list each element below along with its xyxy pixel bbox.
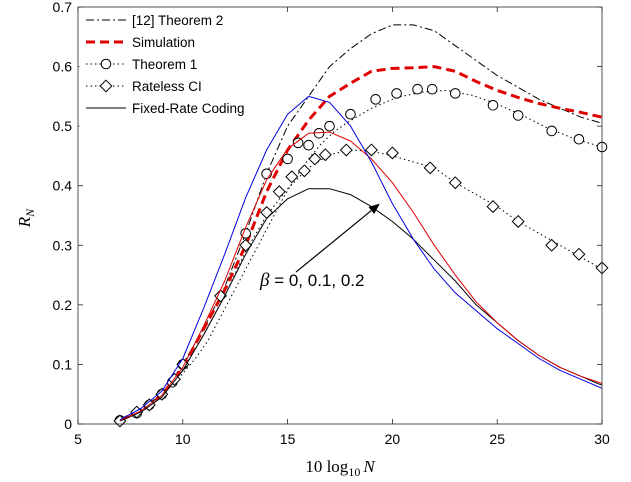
- legend-item: Rateless CI: [86, 79, 202, 94]
- legend-item: Theorem 1: [86, 57, 197, 72]
- diamond-marker: [339, 143, 353, 157]
- x-tick-label: 20: [385, 431, 401, 447]
- legend-item: [12] Theorem 2: [86, 13, 223, 28]
- x-tick-label: 30: [594, 431, 610, 447]
- circle-marker: [512, 110, 524, 121]
- diamond-marker: [308, 152, 322, 166]
- y-tick-label: 0.5: [53, 118, 73, 134]
- y-tick-labels: 0 0.1 0.2 0.3 0.4 0.5 0.6 0.7: [53, 0, 73, 432]
- circle-marker: [345, 108, 356, 120]
- x-tick-label: 25: [489, 431, 505, 447]
- diamond-marker: [318, 148, 332, 162]
- x-axis-title: 10 log10 N: [305, 457, 376, 479]
- circle-marker: [261, 168, 272, 180]
- plot-frame: [77, 6, 603, 425]
- circle-marker: [573, 133, 585, 145]
- beta-annotation: β = 0, 0.1, 0.2: [259, 203, 380, 291]
- circle-marker: [546, 125, 557, 137]
- diamond-marker: [511, 214, 525, 228]
- annotation-label: β = 0, 0.1, 0.2: [259, 270, 364, 291]
- legend-label: Fixed-Rate Coding: [132, 101, 245, 116]
- diamond-marker: [285, 170, 299, 184]
- series-2: [114, 83, 608, 426]
- annotation-arrowhead: [368, 203, 380, 215]
- x-tick-label: 5: [74, 431, 82, 447]
- circle-marker: [370, 94, 381, 105]
- series-1: [119, 65, 603, 422]
- y-tick-label: 0.6: [53, 59, 73, 75]
- diamond-marker: [423, 161, 437, 175]
- series-line: [119, 65, 603, 422]
- legend-label: Simulation: [132, 35, 195, 50]
- series-line: [119, 95, 603, 421]
- diamond-marker: [486, 200, 500, 214]
- diamond-marker: [130, 405, 144, 419]
- series-6: [119, 95, 603, 421]
- legend: [12] Theorem 2 Simulation Theorem 1 Rateles…: [79, 7, 277, 129]
- annotation-arrow: [295, 210, 372, 273]
- series-line: [119, 89, 603, 421]
- series-4: [119, 188, 603, 422]
- diamond-marker: [385, 146, 399, 160]
- series-line: [119, 131, 603, 421]
- series-line: [119, 24, 603, 420]
- circle-marker: [449, 88, 461, 99]
- circle-marker: [426, 83, 438, 95]
- legend-items: [12] Theorem 2 Simulation Theorem 1 Rateles…: [86, 13, 245, 116]
- legend-item: Simulation: [86, 35, 195, 50]
- circle-marker: [324, 120, 335, 132]
- series-line: [119, 188, 603, 422]
- y-tick-label: 0.1: [53, 356, 73, 372]
- legend-label: Rateless CI: [132, 79, 202, 94]
- diamond-marker: [364, 143, 378, 157]
- legend-item: Fixed-Rate Coding: [86, 101, 245, 116]
- diamond-marker: [272, 185, 286, 199]
- y-tick-label: 0: [64, 416, 72, 432]
- y-tick-label: 0.7: [53, 0, 73, 15]
- series-0: [119, 24, 603, 420]
- diamond-marker: [260, 206, 274, 220]
- diamond-marker: [448, 176, 462, 190]
- diamond-marker: [572, 247, 586, 261]
- series-5: [119, 131, 603, 421]
- legend-label: [12] Theorem 2: [132, 13, 223, 28]
- diamond-marker: [214, 289, 228, 303]
- diamond-marker: [545, 238, 559, 252]
- circle-marker: [412, 83, 423, 95]
- circle-marker: [391, 88, 402, 99]
- x-tick-label: 15: [280, 431, 296, 447]
- y-tick-label: 0.4: [53, 178, 73, 194]
- legend-label: Theorem 1: [132, 57, 197, 72]
- x-tick-labels: 5 10 15 20 25 30: [74, 431, 610, 447]
- circle-marker: [487, 99, 499, 111]
- y-axis-title: RN: [15, 208, 37, 228]
- series-layer: [113, 24, 609, 428]
- diamond-marker: [297, 164, 311, 178]
- x-tick-label: 10: [175, 431, 191, 447]
- diamond-marker: [239, 238, 253, 252]
- diamond-marker: [99, 79, 113, 93]
- circle-marker: [292, 137, 304, 149]
- y-tick-label: 0.2: [53, 297, 73, 313]
- circle-marker: [282, 153, 293, 165]
- circle-marker: [100, 58, 112, 70]
- y-tick-label: 0.3: [53, 237, 73, 253]
- circle-marker: [303, 139, 314, 151]
